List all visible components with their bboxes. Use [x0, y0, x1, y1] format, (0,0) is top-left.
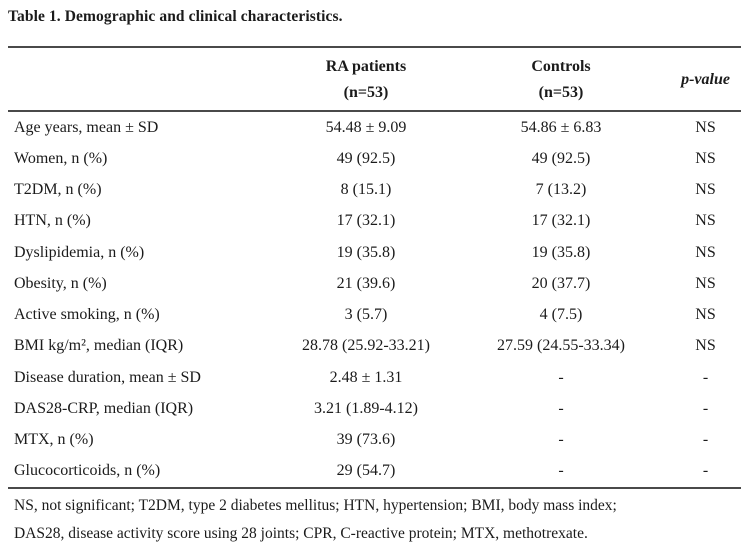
row-label-cell: MTX, n (%) [14, 431, 94, 449]
controls-value-cell: 4 (7.5) [539, 306, 583, 324]
ra-value-cell: 39 (73.6) [336, 431, 396, 449]
p-value-cell: - [702, 431, 709, 449]
row-label-cell: DAS28-CRP, median (IQR) [14, 399, 194, 417]
ra-value-cell: 17 (32.1) [336, 212, 396, 230]
table-row: Dyslipidemia, n (%) 19 (35.8) 19 (35.8) NS [8, 237, 741, 268]
p-value-cell: NS [695, 181, 716, 199]
controls-value-cell: - [452, 455, 670, 490]
controls-value-cell: 17 (32.1) [531, 212, 591, 230]
p-value-cell: NS [695, 149, 716, 167]
header-controls-label: Controls [531, 58, 591, 75]
controls-value-cell: - [558, 368, 564, 386]
ra-value-cell: 21 (39.6) [336, 274, 396, 292]
footnote-line-2: DAS28, disease activity score using 28 j… [14, 525, 588, 542]
table-row: Glucocorticoids, n (%) 29 (54.7) - - [8, 455, 741, 490]
p-value-cell: NS [695, 337, 716, 355]
table-row: DAS28-CRP, median (IQR) 3.21 (1.89-4.12) -… [8, 393, 741, 424]
row-label-cell: Disease duration, mean ± SD [14, 368, 201, 386]
p-value-cell: NS [695, 306, 716, 324]
table-row: Obesity, n (%) 21 (39.6) 20 (37.7) NS [8, 268, 741, 299]
controls-value-cell: 7 (13.2) [535, 181, 587, 199]
ra-value-cell: 49 (92.5) [336, 149, 396, 167]
table-row: MTX, n (%) 39 (73.6) - - [8, 425, 741, 456]
header-row: RA patients (n=53) Controls (n=53) p-val… [8, 46, 741, 112]
ra-value-cell: 29 (54.7) [280, 455, 452, 490]
table-title: Table 1. Demographic and clinical charac… [8, 8, 343, 25]
header-ra-patients-label: RA patients [325, 58, 407, 75]
ra-value-cell: 3 (5.7) [344, 306, 388, 324]
table-row: Disease duration, mean ± SD 2.48 ± 1.31 - - [8, 362, 741, 393]
header-empty-cell [8, 46, 280, 112]
controls-value-cell: 49 (92.5) [531, 149, 591, 167]
row-label-cell: Glucocorticoids, n (%) [8, 455, 280, 490]
table-body: Age years, mean ± SD 54.48 ± 9.09 54.86 ± … [8, 111, 741, 490]
ra-value-cell: 54.48 ± 9.09 [325, 118, 407, 136]
table-row: Women, n (%) 49 (92.5) 49 (92.5) NS [8, 143, 741, 174]
row-label-cell: BMI kg/m², median (IQR) [14, 337, 184, 355]
p-value-cell: NS [695, 212, 716, 230]
row-label-cell: Obesity, n (%) [14, 274, 107, 292]
table-header: RA patients (n=53) Controls (n=53) p-val… [8, 46, 741, 112]
ra-value-cell: 28.78 (25.92-33.21) [302, 337, 430, 355]
ra-value-cell: 3.21 (1.89-4.12) [314, 399, 418, 417]
controls-value-cell: 54.86 ± 6.83 [520, 118, 602, 136]
table-row: Age years, mean ± SD 54.48 ± 9.09 54.86 ± … [8, 111, 741, 143]
header-p-value-label: p-value [681, 71, 730, 88]
header-controls: Controls (n=53) [452, 46, 670, 112]
table-row: HTN, n (%) 17 (32.1) 17 (32.1) NS [8, 206, 741, 237]
ra-value-cell: 2.48 ± 1.31 [329, 368, 403, 386]
table-row: BMI kg/m², median (IQR) 28.78 (25.92-33.2… [8, 331, 741, 362]
p-value-cell: - [702, 368, 709, 386]
header-ra-patients-n: (n=53) [343, 84, 389, 101]
row-label-cell: Age years, mean ± SD [14, 118, 159, 136]
p-value-cell: NS [695, 243, 716, 261]
ra-value-cell: 8 (15.1) [340, 181, 392, 199]
controls-value-cell: 27.59 (24.55-33.34) [497, 337, 625, 355]
p-value-cell: NS [695, 118, 716, 136]
p-value-cell: - [702, 399, 709, 417]
demographics-table: RA patients (n=53) Controls (n=53) p-val… [8, 46, 741, 490]
row-label-cell: HTN, n (%) [14, 212, 91, 230]
row-label-cell: Dyslipidemia, n (%) [14, 243, 145, 261]
ra-value-cell: 19 (35.8) [336, 243, 396, 261]
row-label-cell: T2DM, n (%) [14, 181, 102, 199]
header-ra-patients: RA patients (n=53) [280, 46, 452, 112]
header-controls-n: (n=53) [538, 84, 584, 101]
table-row: T2DM, n (%) 8 (15.1) 7 (13.2) NS [8, 175, 741, 206]
controls-value-cell: 19 (35.8) [531, 243, 591, 261]
controls-value-cell: 20 (37.7) [531, 274, 591, 292]
controls-value-cell: - [558, 399, 564, 417]
table-footnote: NS, not significant; T2DM, type 2 diabet… [8, 492, 746, 548]
row-label-cell: Active smoking, n (%) [14, 306, 160, 324]
table-row: Active smoking, n (%) 3 (5.7) 4 (7.5) NS [8, 300, 741, 331]
header-p-value: p-value [670, 46, 741, 112]
p-value-cell: - [670, 455, 741, 490]
p-value-cell: NS [695, 274, 716, 292]
row-label-cell: Women, n (%) [14, 149, 108, 167]
footnote-line-1: NS, not significant; T2DM, type 2 diabet… [14, 497, 617, 514]
controls-value-cell: - [558, 431, 564, 449]
